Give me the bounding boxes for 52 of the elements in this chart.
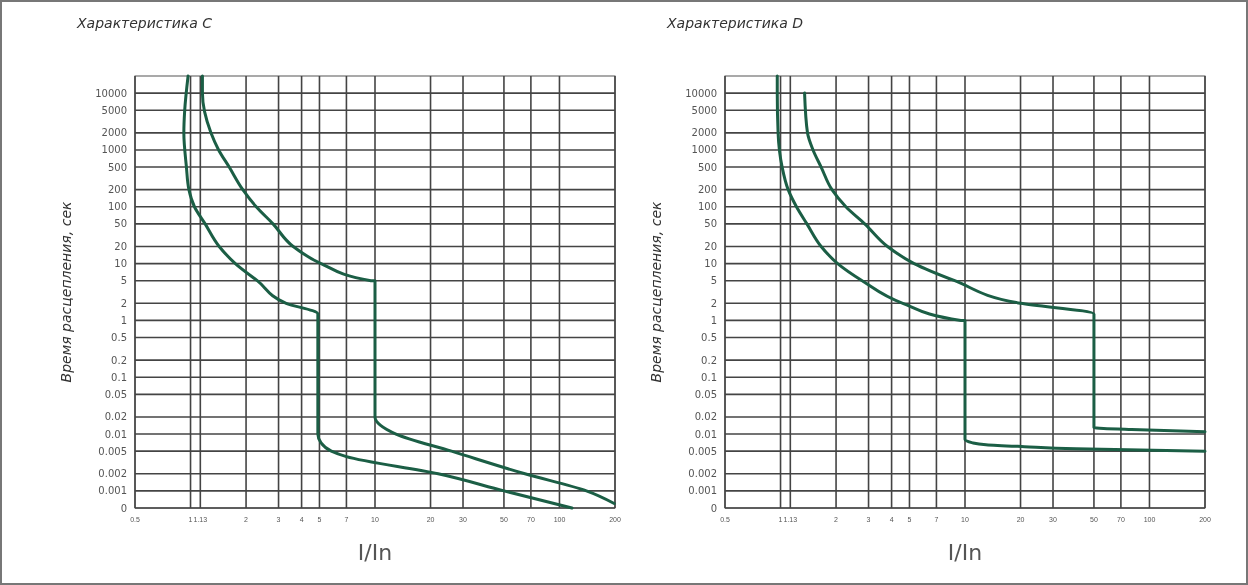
y-axis-title: Время расцепления, сек bbox=[58, 201, 74, 383]
y-tick-label: 2 bbox=[120, 297, 127, 309]
y-tick-label: 10 bbox=[114, 258, 127, 270]
y-tick-label: 5 bbox=[710, 275, 717, 287]
y-tick-label: 500 bbox=[107, 161, 127, 173]
y-tick-label: 10000 bbox=[95, 87, 127, 99]
y-tick-label: 0 bbox=[120, 502, 127, 514]
x-axis-title: I/In bbox=[357, 540, 393, 565]
y-tick-label: 1000 bbox=[101, 144, 127, 156]
y-tick-label: 1 bbox=[120, 314, 127, 326]
y-tick-label: 0.5 bbox=[111, 332, 127, 344]
y-tick-label: 0.05 bbox=[104, 388, 127, 400]
y-tick-label: 0.2 bbox=[111, 354, 127, 366]
y-tick-label: 0.2 bbox=[701, 354, 717, 366]
y-tick-label: 200 bbox=[697, 184, 717, 196]
y-tick-label: 0.002 bbox=[98, 468, 127, 480]
y-tick-label: 500 bbox=[697, 161, 717, 173]
y-tick-label: 2000 bbox=[691, 127, 717, 139]
y-tick-label: 0.005 bbox=[688, 445, 717, 457]
y-tick-label: 200 bbox=[107, 184, 127, 196]
y-tick-label: 10 bbox=[704, 258, 717, 270]
x-axis-title: I/In bbox=[947, 540, 983, 565]
y-tick-label: 1000 bbox=[691, 144, 717, 156]
y-tick-label: 0.005 bbox=[98, 445, 127, 457]
y-tick-label: 5000 bbox=[101, 104, 127, 116]
y-tick-label: 0.002 bbox=[688, 468, 717, 480]
y-tick-label: 20 bbox=[114, 240, 127, 252]
y-tick-label: 100 bbox=[697, 201, 717, 213]
y-tick-label: 50 bbox=[114, 218, 127, 230]
y-tick-label: 0.02 bbox=[694, 411, 717, 423]
y-tick-label: 0.5 bbox=[701, 332, 717, 344]
y-tick-label: 20 bbox=[704, 240, 717, 252]
y-tick-label: 50 bbox=[704, 218, 717, 230]
y-tick-label: 100 bbox=[107, 201, 127, 213]
y-tick-label: 0 bbox=[710, 502, 717, 514]
y-tick-label: 0.02 bbox=[104, 411, 127, 423]
y-tick-label: 5000 bbox=[691, 104, 717, 116]
chart-title: Характеристика D bbox=[666, 15, 804, 31]
y-axis-title: Время расцепления, сек bbox=[648, 201, 664, 383]
y-tick-label: 2000 bbox=[101, 127, 127, 139]
y-tick-label: 0.001 bbox=[98, 485, 127, 497]
y-tick-label: 2 bbox=[710, 297, 717, 309]
chart-title: Характеристика C bbox=[76, 15, 213, 31]
y-tick-label: 0.1 bbox=[111, 371, 127, 383]
y-tick-label: 0.05 bbox=[694, 388, 717, 400]
y-tick-label: 5 bbox=[120, 275, 127, 287]
y-tick-label: 0.01 bbox=[694, 428, 717, 440]
y-tick-label: 0.1 bbox=[701, 371, 717, 383]
y-tick-label: 10000 bbox=[685, 87, 717, 99]
y-tick-label: 0.001 bbox=[688, 485, 717, 497]
y-tick-label: 0.01 bbox=[104, 428, 127, 440]
y-tick-label: 1 bbox=[710, 314, 717, 326]
